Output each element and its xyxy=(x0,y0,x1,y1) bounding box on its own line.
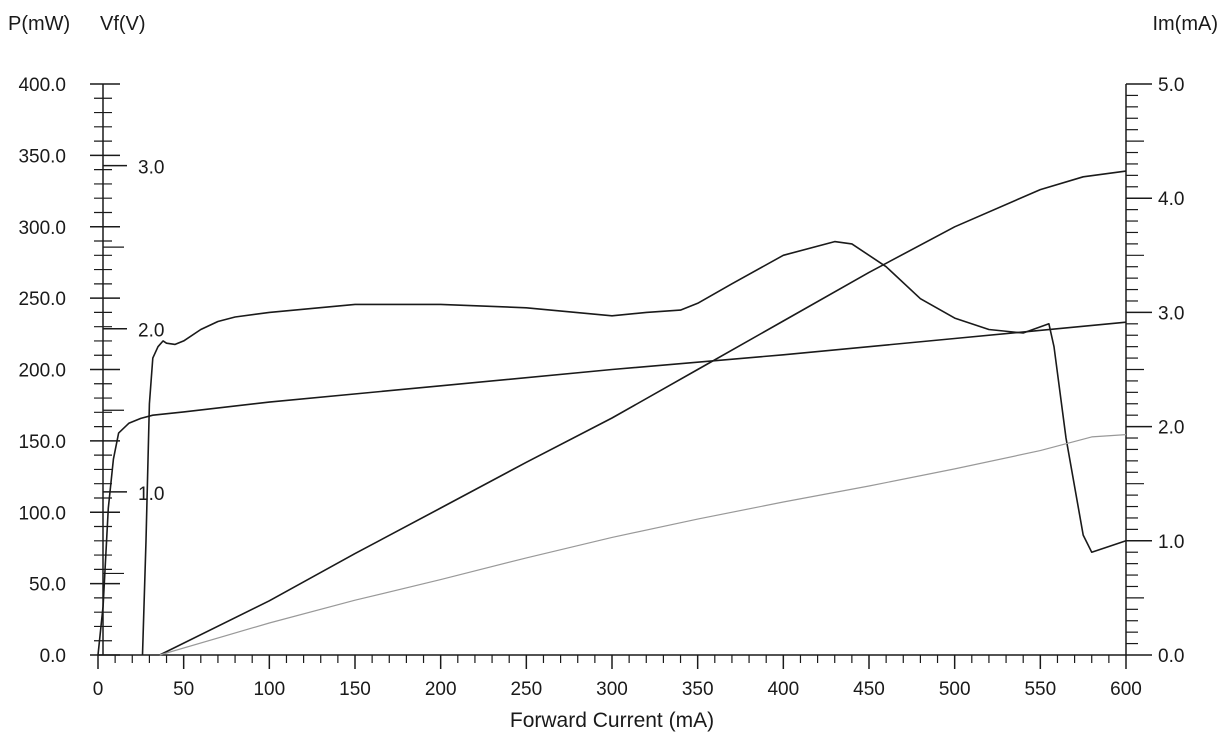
power-tick-label: 50.0 xyxy=(29,575,66,596)
x-tick-label: 300 xyxy=(596,679,628,700)
x-axis-title: Forward Current (mA) xyxy=(510,709,714,732)
power-tick-label: 250.0 xyxy=(18,289,66,310)
monitor-tick-label: 0.0 xyxy=(1158,646,1184,667)
power-tick-label: 400.0 xyxy=(18,75,66,96)
power-tick-label: 300.0 xyxy=(18,218,66,239)
monitor-secondary-series-line xyxy=(159,434,1127,656)
x-tick-label: 150 xyxy=(339,679,371,700)
power-tick-label: 150.0 xyxy=(18,432,66,453)
voltage-tick-label: 3.0 xyxy=(138,158,164,179)
series-layer xyxy=(97,170,1127,656)
monitor-tick-label: 3.0 xyxy=(1158,303,1184,324)
monitor-tick-label: 5.0 xyxy=(1158,75,1184,96)
x-tick-label: 50 xyxy=(173,679,194,700)
x-tick-label: 600 xyxy=(1110,679,1142,700)
power-tick-label: 0.0 xyxy=(40,646,66,667)
voltage-series-line xyxy=(97,321,1127,656)
power-axis-title: P(mW) xyxy=(8,13,70,35)
power-series-line xyxy=(159,170,1127,656)
voltage-tick-label: 2.0 xyxy=(138,321,164,342)
voltage-axis-title: Vf(V) xyxy=(100,13,146,35)
x-tick-label: 200 xyxy=(425,679,457,700)
monitor-tick-label: 4.0 xyxy=(1158,189,1184,210)
ticks-layer: 0 50 100 150 200 250 300 350 400 450 500 550 600 0.0 5… xyxy=(18,75,1184,700)
x-tick-label: 450 xyxy=(853,679,885,700)
power-tick-label: 200.0 xyxy=(18,361,66,382)
voltage-tick-label: 1.0 xyxy=(138,484,164,505)
power-tick-label: 350.0 xyxy=(18,146,66,167)
x-tick-label: 500 xyxy=(939,679,971,700)
monitor-tick-label: 1.0 xyxy=(1158,532,1184,553)
x-tick-label: 250 xyxy=(510,679,542,700)
x-tick-label: 350 xyxy=(682,679,714,700)
power-tick-label: 100.0 xyxy=(18,503,66,524)
monitor-series-line xyxy=(141,240,1127,656)
x-tick-label: 100 xyxy=(253,679,285,700)
x-tick-label: 550 xyxy=(1024,679,1056,700)
x-tick-label: 0 xyxy=(93,679,104,700)
x-tick-label: 400 xyxy=(767,679,799,700)
monitor-axis-title: Im(mA) xyxy=(1152,13,1218,35)
monitor-tick-label: 2.0 xyxy=(1158,418,1184,439)
